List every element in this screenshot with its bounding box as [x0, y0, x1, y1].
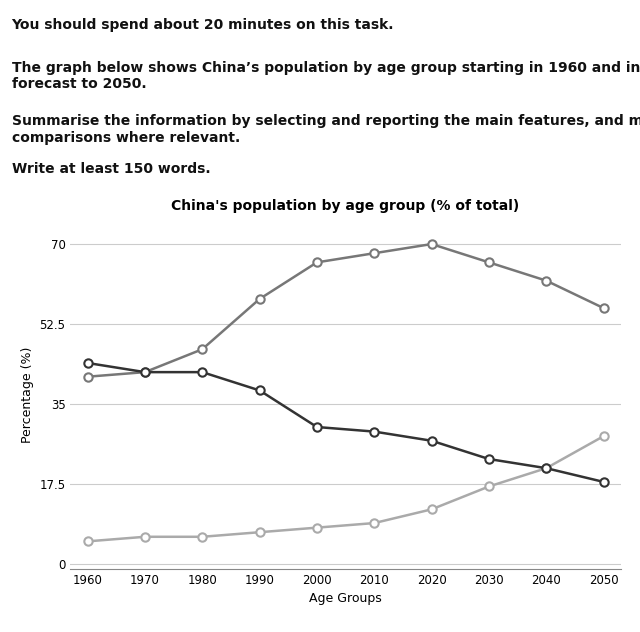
Text: The graph below shows China’s population by age group starting in 1960 and inclu: The graph below shows China’s population…	[12, 61, 640, 91]
Text: Write at least 150 words.: Write at least 150 words.	[12, 162, 210, 176]
Text: You should spend about 20 minutes on this task.: You should spend about 20 minutes on thi…	[12, 18, 394, 32]
Y-axis label: Percentage (%): Percentage (%)	[21, 347, 34, 443]
X-axis label: Age Groups: Age Groups	[309, 592, 382, 605]
Title: China's population by age group (% of total): China's population by age group (% of to…	[172, 199, 520, 213]
Text: Summarise the information by selecting and reporting the main features, and make: Summarise the information by selecting a…	[12, 114, 640, 145]
